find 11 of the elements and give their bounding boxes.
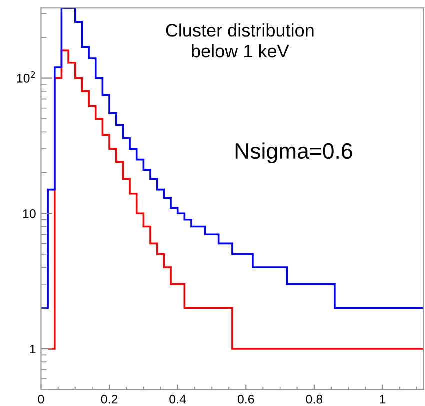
x-tick-label: 0.6 [238, 394, 254, 404]
annotation: Cluster distribution below 1 keV [166, 24, 314, 58]
x-tick-label: 1 [380, 395, 386, 404]
x-tick-label: 0 [38, 394, 44, 404]
x-tick-label: 0.8 [306, 394, 323, 404]
y-tick-label: 10$^{2}$ [17, 71, 36, 83]
y-tick-label: 1 [30, 344, 36, 354]
x-tick-label: 0.2 [101, 394, 118, 404]
x-tick-label: 0.4 [170, 394, 186, 404]
annotation: Nsigma=0.6 [236, 142, 352, 164]
y-tick-label: 10 [23, 209, 36, 218]
